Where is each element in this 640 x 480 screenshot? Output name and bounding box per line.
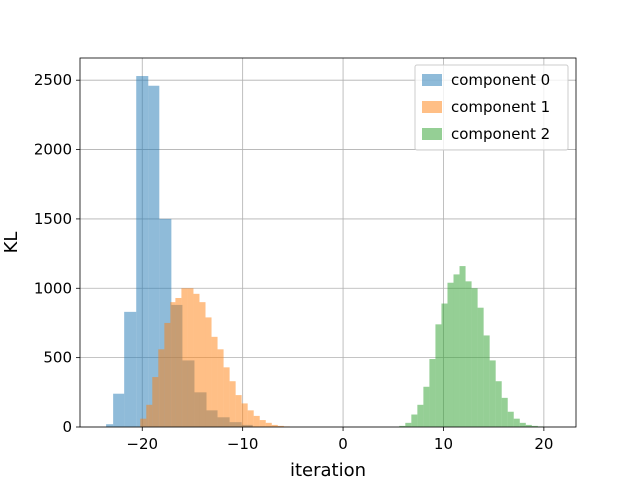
y-tick-label: 2500 [34, 71, 72, 89]
histogram-bar-series-1 [229, 381, 236, 427]
y-tick-label: 1500 [34, 210, 72, 228]
legend-swatch [422, 101, 442, 113]
histogram-bar-series-0 [124, 311, 137, 427]
histogram-bar-series-2 [525, 424, 532, 427]
histogram-bar-series-1 [259, 420, 266, 427]
histogram-bar-series-2 [507, 411, 514, 427]
histogram-bar-series-2 [483, 335, 490, 427]
histogram-bar-series-0 [148, 85, 160, 428]
x-tick-label: 0 [338, 435, 348, 453]
x-axis-label: iteration [290, 460, 366, 480]
y-tick-label: 500 [43, 349, 72, 367]
histogram-bar-series-2 [411, 414, 418, 427]
histogram-bar-series-2 [423, 386, 430, 427]
histogram-bar-series-1 [146, 404, 153, 427]
histogram-bar-series-1 [217, 349, 224, 427]
y-tick-label: 2000 [34, 141, 72, 159]
histogram-bar-series-1 [235, 395, 242, 427]
histogram-bar-series-2 [477, 307, 484, 427]
histogram-bar-series-1 [241, 403, 248, 427]
legend: component 0 component 1 component 2 [414, 64, 569, 151]
histogram-bar-series-2 [519, 422, 526, 427]
histogram-bar-series-1 [140, 418, 147, 427]
histogram-bar-series-1 [265, 422, 272, 427]
histogram-bar-series-2 [453, 274, 460, 427]
histogram-bar-series-0 [136, 76, 149, 427]
histogram-bar-series-1 [253, 415, 260, 427]
histogram-bar-series-2 [441, 303, 448, 427]
histogram-bar-series-2 [495, 381, 502, 427]
legend-label: component 1 [451, 98, 550, 116]
histogram-bar-series-2 [447, 282, 454, 427]
histogram-bar-series-2 [417, 404, 424, 427]
y-axis-label: KL [1, 232, 22, 254]
histogram-bar-series-1 [211, 336, 218, 427]
histogram-bar-series-1 [193, 293, 200, 427]
histogram-bar-series-1 [158, 349, 165, 427]
axes-frame [79, 57, 577, 428]
axes: −20 −10 0 10 20 0 500 1000 1500 2000 2500 [34, 57, 577, 453]
histogram-bar-series-2 [399, 425, 406, 427]
histogram-bar-series-1 [152, 377, 159, 427]
x-tick-label: 20 [534, 435, 553, 453]
legend-swatch [422, 128, 442, 140]
histogram-bar-series-1 [205, 317, 212, 427]
histogram-bar-series-1 [170, 302, 176, 427]
histogram-bar-series-2 [531, 425, 538, 427]
legend-label: component 2 [451, 125, 550, 143]
histogram-bar-series-2 [429, 359, 436, 427]
histogram-bar-series-2 [435, 324, 442, 427]
legend-label: component 0 [451, 71, 550, 89]
x-tick-label: 10 [434, 435, 453, 453]
histogram-bar-series-1 [277, 425, 284, 427]
histogram-bar-series-0 [106, 424, 114, 427]
histogram-bars [106, 76, 544, 428]
y-tick-label: 0 [62, 418, 72, 436]
histogram-bar-series-1 [175, 297, 182, 427]
histogram-bar-series-2 [459, 266, 466, 427]
histogram-bar-series-1 [187, 288, 194, 427]
x-tick-label: −20 [126, 435, 158, 453]
histogram-bar-series-2 [465, 281, 472, 427]
histogram-bar-series-1 [271, 424, 278, 427]
y-tick-label: 1000 [34, 279, 72, 297]
histogram-bar-series-2 [501, 397, 508, 427]
x-tick-label: −10 [227, 435, 259, 453]
histogram-bar-series-2 [489, 360, 496, 427]
histogram-bar-series-1 [164, 322, 171, 427]
histogram-bar-series-1 [247, 410, 254, 427]
histogram-bar-series-1 [223, 367, 230, 427]
histogram-bar-series-1 [181, 288, 188, 427]
histogram-bar-series-1 [199, 302, 206, 427]
histogram-bar-series-2 [513, 418, 520, 427]
histogram-bar-series-2 [405, 422, 412, 427]
legend-box [414, 64, 569, 151]
histogram-bar-series-2 [471, 288, 478, 427]
histogram-bar-series-0 [113, 393, 125, 427]
legend-swatch [422, 74, 442, 86]
